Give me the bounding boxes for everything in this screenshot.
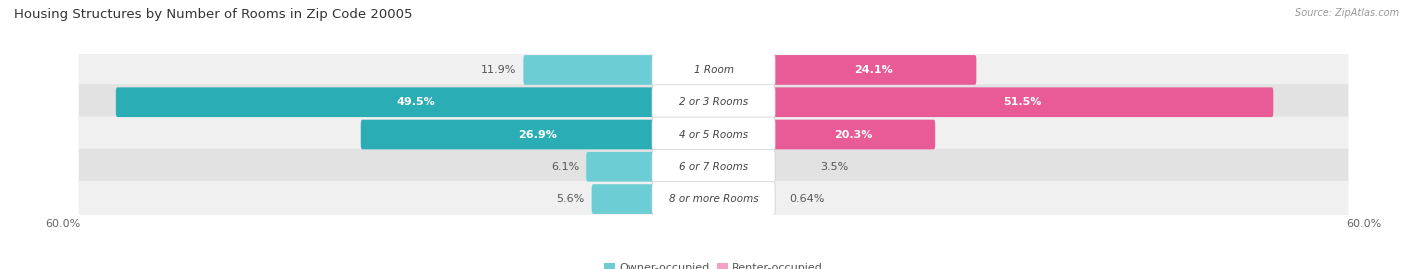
FancyBboxPatch shape — [652, 117, 775, 152]
Legend: Owner-occupied, Renter-occupied: Owner-occupied, Renter-occupied — [599, 258, 828, 269]
Text: Source: ZipAtlas.com: Source: ZipAtlas.com — [1295, 8, 1399, 18]
FancyBboxPatch shape — [79, 181, 1348, 217]
Text: 0.64%: 0.64% — [789, 194, 824, 204]
Text: 11.9%: 11.9% — [481, 65, 516, 75]
FancyBboxPatch shape — [652, 52, 775, 87]
Text: 4 or 5 Rooms: 4 or 5 Rooms — [679, 129, 748, 140]
Text: 8 or more Rooms: 8 or more Rooms — [669, 194, 758, 204]
Text: 2 or 3 Rooms: 2 or 3 Rooms — [679, 97, 748, 107]
Text: 5.6%: 5.6% — [557, 194, 585, 204]
FancyBboxPatch shape — [652, 149, 775, 184]
Text: 49.5%: 49.5% — [396, 97, 434, 107]
FancyBboxPatch shape — [652, 55, 976, 85]
Text: 1 Room: 1 Room — [693, 65, 734, 75]
FancyBboxPatch shape — [592, 184, 716, 214]
Text: Housing Structures by Number of Rooms in Zip Code 20005: Housing Structures by Number of Rooms in… — [14, 8, 412, 21]
Text: 3.5%: 3.5% — [820, 162, 848, 172]
FancyBboxPatch shape — [652, 184, 723, 214]
FancyBboxPatch shape — [79, 116, 1348, 153]
Text: 24.1%: 24.1% — [855, 65, 893, 75]
FancyBboxPatch shape — [79, 149, 1348, 185]
FancyBboxPatch shape — [79, 52, 1348, 88]
FancyBboxPatch shape — [652, 85, 775, 120]
Text: 26.9%: 26.9% — [519, 129, 557, 140]
Text: 20.3%: 20.3% — [834, 129, 873, 140]
FancyBboxPatch shape — [652, 120, 935, 149]
FancyBboxPatch shape — [586, 152, 716, 182]
FancyBboxPatch shape — [79, 84, 1348, 120]
Text: 51.5%: 51.5% — [1004, 97, 1042, 107]
FancyBboxPatch shape — [361, 120, 716, 149]
FancyBboxPatch shape — [523, 55, 716, 85]
FancyBboxPatch shape — [652, 182, 775, 217]
Text: 6.1%: 6.1% — [551, 162, 579, 172]
FancyBboxPatch shape — [115, 87, 716, 117]
Text: 6 or 7 Rooms: 6 or 7 Rooms — [679, 162, 748, 172]
FancyBboxPatch shape — [652, 152, 754, 182]
FancyBboxPatch shape — [652, 87, 1274, 117]
